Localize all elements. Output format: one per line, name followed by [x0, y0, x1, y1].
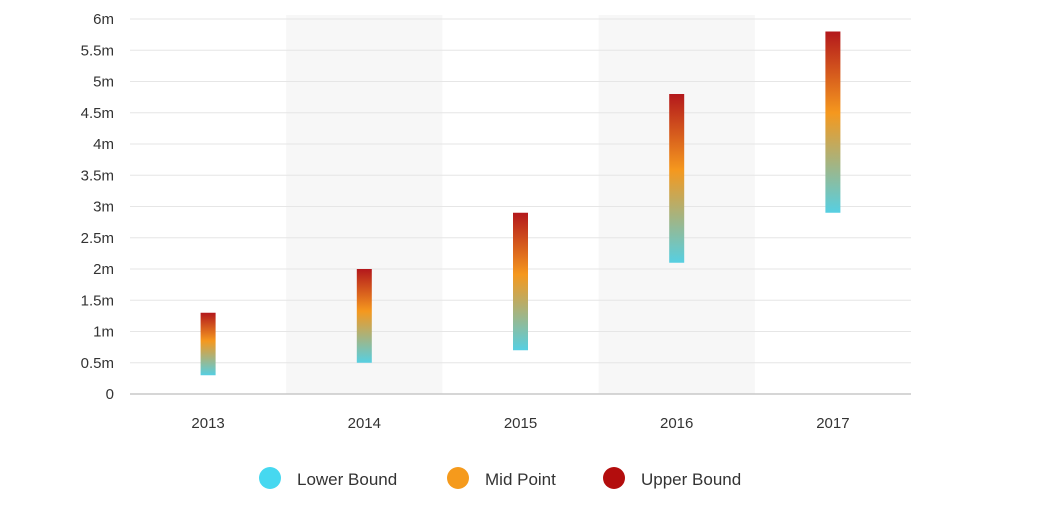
legend-item[interactable]: Lower Bound	[259, 467, 397, 489]
x-tick-label: 2014	[348, 415, 381, 432]
range-bar-2015[interactable]	[513, 212, 528, 351]
legend-item[interactable]: Mid Point	[447, 467, 556, 489]
x-tick-label: 2015	[504, 415, 537, 432]
x-tick-label: 2017	[816, 415, 849, 432]
legend-item[interactable]: Upper Bound	[603, 467, 741, 489]
y-tick-label: 2.5m	[81, 230, 114, 247]
legend-label: Lower Bound	[297, 470, 397, 489]
y-tick-label: 0.5m	[81, 355, 114, 372]
legend-marker	[603, 467, 625, 489]
y-tick-label: 4m	[93, 136, 114, 153]
y-tick-label: 2m	[93, 261, 114, 278]
legend-label: Upper Bound	[641, 470, 741, 489]
x-tick-label: 2013	[191, 415, 224, 432]
y-tick-label: 3m	[93, 199, 114, 216]
y-tick-label: 5.5m	[81, 42, 114, 59]
range-bar-2014[interactable]	[356, 269, 372, 363]
legend: Lower Bound Mid Point Upper Bound	[259, 467, 741, 489]
y-tick-label: 3.5m	[81, 167, 114, 184]
y-tick-label: 5m	[93, 74, 114, 91]
range-bar-2016[interactable]	[669, 94, 685, 263]
legend-marker	[447, 467, 469, 489]
gridlines	[130, 18, 911, 364]
x-tick-label: 2016	[660, 415, 693, 432]
range-bar-2017[interactable]	[825, 31, 841, 213]
range-bars	[200, 31, 841, 376]
y-tick-label: 1m	[93, 324, 114, 341]
y-tick-label: 6m	[93, 11, 114, 28]
legend-label: Mid Point	[485, 470, 556, 489]
legend-marker	[259, 467, 281, 489]
y-tick-label: 0	[106, 386, 114, 403]
axes: 0 0.5m 1m 1.5m 2m 2.5m 3m 3.5m 4m 4.5m 5m 5.5m 6m 201…	[81, 11, 911, 432]
range-bar-2013[interactable]	[200, 312, 216, 376]
y-tick-label: 1.5m	[81, 292, 114, 309]
y-tick-label: 4.5m	[81, 105, 114, 122]
